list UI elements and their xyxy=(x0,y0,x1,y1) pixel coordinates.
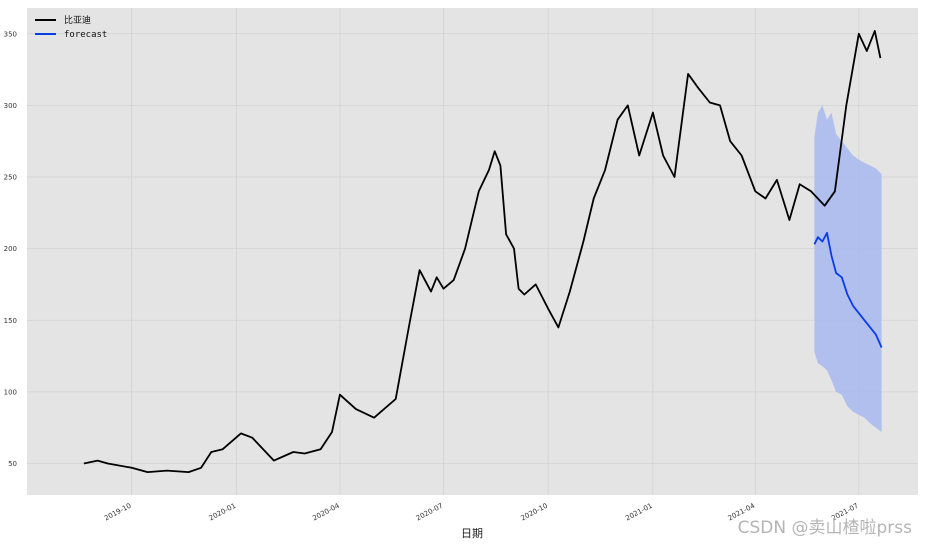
series-line-0 xyxy=(83,29,882,474)
y-tick-label: 50 xyxy=(8,460,17,468)
y-tick-label: 200 xyxy=(4,245,17,253)
x-axis-title: 日期 xyxy=(461,527,483,540)
y-axis-ticks: 50 100 150 200 250 300 350 xyxy=(4,30,17,468)
plot-area xyxy=(27,8,918,495)
series-lines xyxy=(83,29,883,474)
grid-lines xyxy=(27,8,918,495)
y-tick-label: 300 xyxy=(4,102,17,110)
legend-label: forecast xyxy=(64,30,107,40)
y-tick-label: 350 xyxy=(4,30,17,38)
watermark: CSDN @卖山楂啦prss xyxy=(737,518,912,538)
legend: 比亚迪 forecast xyxy=(35,14,107,40)
x-tick-label: 2020-07 xyxy=(415,502,445,523)
forecast-band xyxy=(814,105,882,433)
y-tick-label: 250 xyxy=(4,174,17,182)
y-tick-label: 150 xyxy=(4,317,17,325)
x-tick-label: 2020-01 xyxy=(208,502,238,523)
x-tick-label: 2020-10 xyxy=(520,502,550,523)
forecast-confidence-band xyxy=(814,105,882,433)
x-tick-label: 2019-10 xyxy=(103,502,133,523)
y-tick-label: 100 xyxy=(4,388,17,396)
x-tick-label: 2021-01 xyxy=(624,502,654,523)
series-line-1 xyxy=(813,231,883,348)
legend-label: 比亚迪 xyxy=(64,14,91,26)
x-tick-label: 2020-04 xyxy=(311,501,341,522)
